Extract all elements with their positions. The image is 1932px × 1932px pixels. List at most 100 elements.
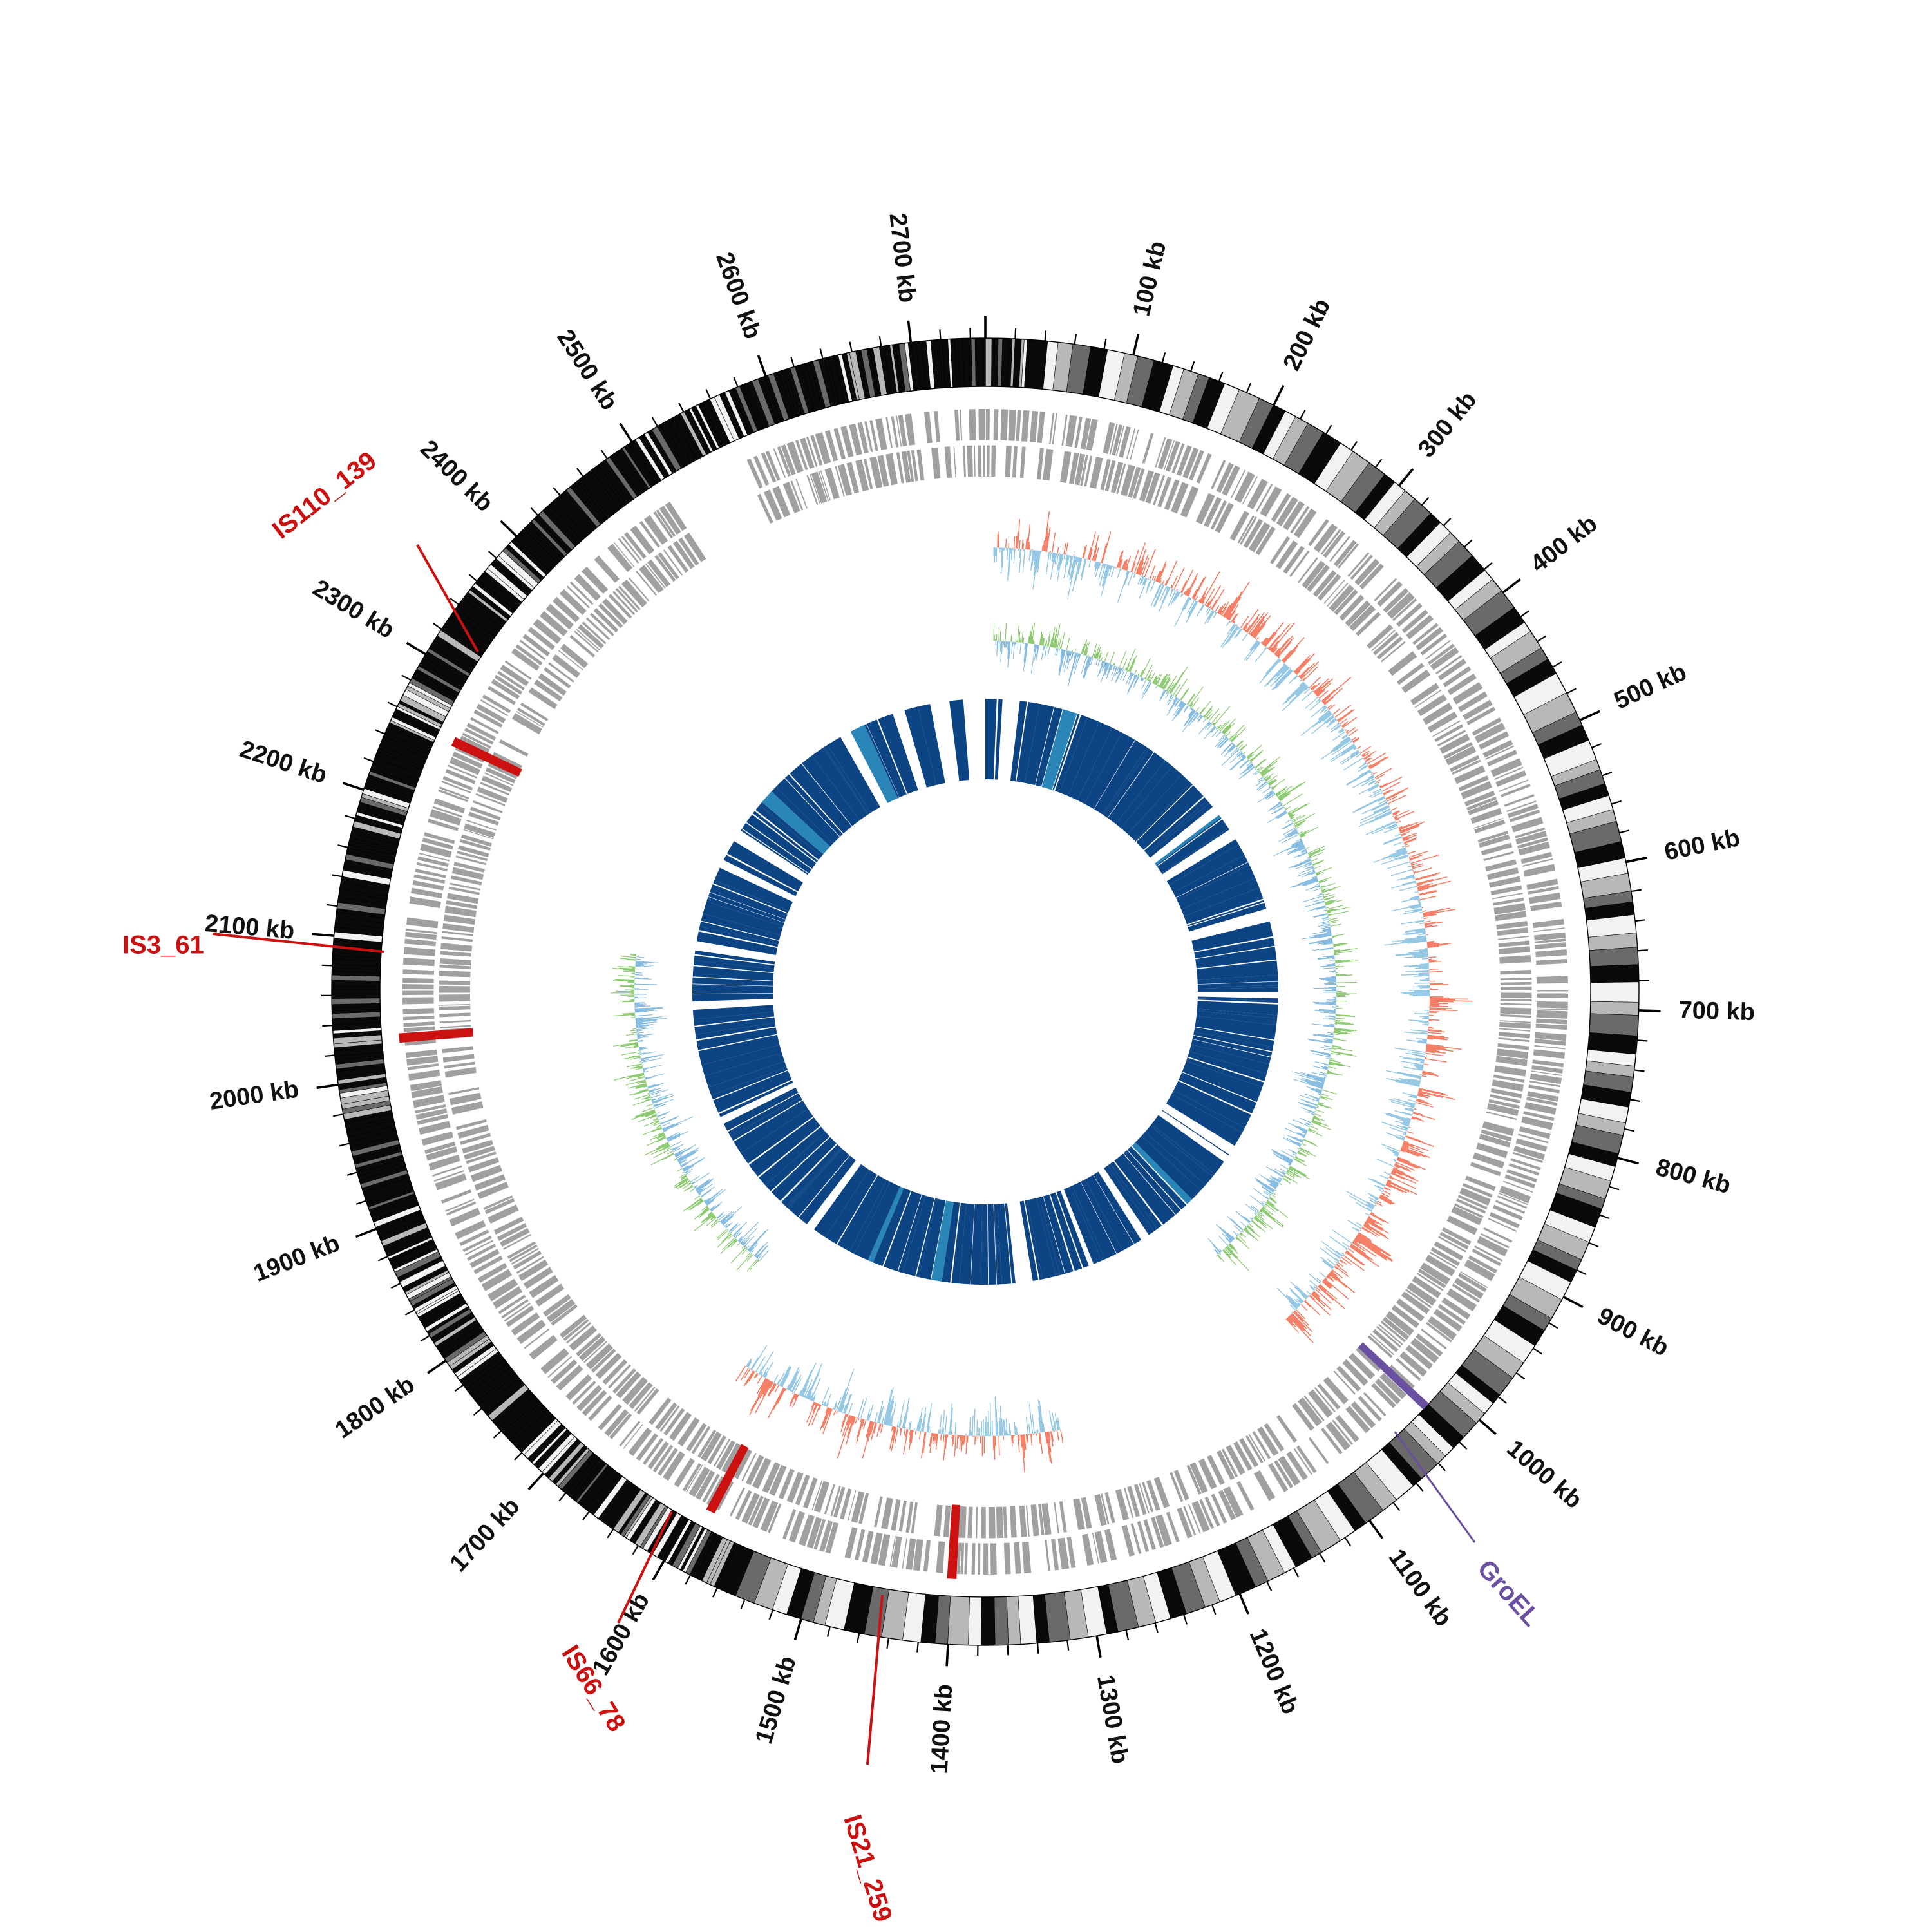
area-bar: [1236, 1236, 1241, 1242]
area-bar: [1242, 632, 1249, 641]
area-bar: [1318, 1103, 1333, 1109]
cds-block: [1499, 1028, 1531, 1032]
area-bar: [1333, 1034, 1339, 1036]
area-bar: [705, 1189, 723, 1203]
cds-block: [1012, 446, 1018, 478]
cds-block: [440, 943, 473, 952]
cds-block: [402, 958, 435, 967]
area-bar: [1283, 823, 1294, 829]
area-bar: [1405, 1135, 1423, 1142]
cds-block: [1494, 1065, 1526, 1077]
area-bar: [727, 1228, 729, 1231]
area-bar: [903, 1428, 906, 1437]
minor-tick: [1183, 1614, 1188, 1625]
cds-block: [786, 441, 804, 473]
minor-tick: [768, 1609, 773, 1620]
cds-block: [944, 446, 952, 478]
cds-block: [1497, 1043, 1530, 1050]
area-bar: [1359, 746, 1372, 754]
minor-tick: [886, 1638, 889, 1649]
cds-block: [639, 520, 661, 548]
cds-block: [415, 869, 446, 878]
cds-block: [1500, 998, 1532, 1002]
minor-tick: [1014, 328, 1017, 339]
area-bar: [1204, 717, 1206, 719]
area-bar: [1049, 1431, 1050, 1432]
cds-block: [1358, 1396, 1382, 1422]
cds-block: [1533, 927, 1565, 933]
area-bar: [1317, 1093, 1321, 1095]
area-bar: [1162, 580, 1165, 585]
cds-block: [1499, 946, 1531, 954]
ruler-tick-marks: [312, 316, 1661, 1667]
cds-block: [1130, 1523, 1142, 1555]
area-bar: [625, 1033, 638, 1036]
cds-block: [874, 1496, 883, 1528]
cds-block: [621, 535, 642, 562]
cds-block: [1537, 1008, 1568, 1010]
minor-tick: [1350, 441, 1358, 451]
area-bar: [1165, 560, 1178, 586]
area-bar: [944, 1415, 947, 1435]
cds-block: [419, 1121, 451, 1135]
area-bar: [1013, 536, 1016, 549]
area-bar: [1429, 996, 1443, 998]
area-bar: [959, 1435, 960, 1437]
cds-block: [1537, 1001, 1568, 1009]
area-bar: [1414, 891, 1419, 893]
area-bar: [1429, 980, 1435, 982]
cds-block: [527, 627, 556, 650]
area-bar: [1266, 664, 1287, 687]
cds-block: [492, 1286, 523, 1309]
tick-label-1300: 1300 kb: [1092, 1672, 1133, 1766]
cds-block: [1359, 563, 1384, 590]
area-bar: [1226, 1246, 1249, 1271]
cds-block: [729, 1487, 745, 1517]
cds-block: [1247, 478, 1269, 510]
cds-block: [1211, 460, 1226, 489]
area-bar: [634, 975, 635, 976]
cds-block: [406, 917, 439, 929]
area-bar: [1294, 1286, 1307, 1299]
area-bar: [905, 1428, 907, 1430]
area-bar: [631, 1110, 656, 1120]
area-bar: [1149, 565, 1156, 580]
cds-block: [1515, 831, 1548, 845]
area-bar: [1081, 558, 1087, 581]
area-bar: [1072, 650, 1074, 652]
minor-tick: [1602, 772, 1613, 777]
cds-block: [594, 555, 620, 583]
cds-block: [1335, 1414, 1359, 1443]
area-bar: [1117, 568, 1121, 578]
area-bar: [1286, 1137, 1302, 1146]
cds-block: [1337, 543, 1359, 569]
area-bar: [940, 1434, 942, 1441]
cds-block: [773, 448, 786, 478]
area-bar: [1424, 920, 1431, 923]
area-bar: [1385, 787, 1409, 799]
area-bar: [1425, 978, 1430, 980]
area-bar: [826, 1394, 832, 1407]
cds-block: [500, 664, 529, 687]
cds-block: [1109, 424, 1118, 455]
area-bar: [1028, 1434, 1030, 1435]
area-bar: [1257, 791, 1274, 803]
cds-block: [1157, 438, 1173, 469]
area-bar: [1097, 659, 1101, 667]
area-bar: [1013, 548, 1016, 564]
area-bar: [1240, 1221, 1247, 1227]
cds-block: [1534, 938, 1566, 944]
cds-block: [1049, 413, 1055, 444]
cds-block: [498, 739, 529, 757]
area-bar: [1334, 1017, 1336, 1018]
cds-block: [547, 1356, 573, 1378]
cds-block: [482, 694, 511, 714]
major-tick: [1238, 1593, 1250, 1615]
area-bar: [1074, 649, 1077, 653]
minor-tick: [420, 1335, 430, 1342]
area-bar: [1305, 696, 1319, 709]
area-bar: [634, 1007, 636, 1009]
minor-tick: [377, 1256, 388, 1262]
cds-block: [1021, 1541, 1032, 1573]
minor-tick: [345, 815, 355, 819]
